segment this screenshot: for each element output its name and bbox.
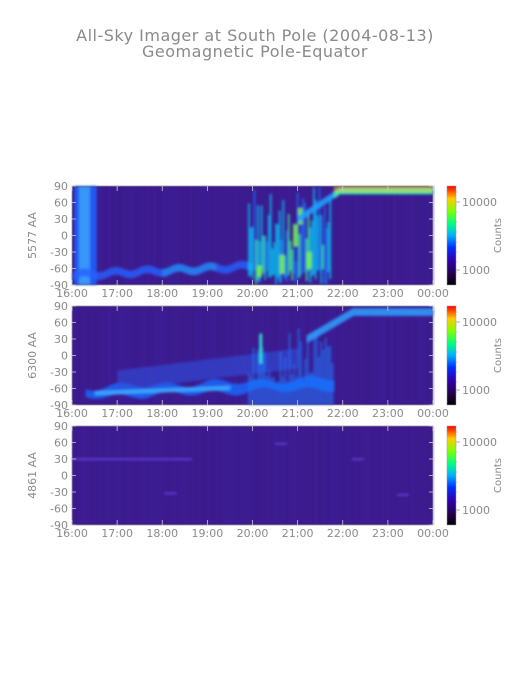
y-tick-label: 60: [54, 197, 68, 210]
colorbar-tick-label: 10000: [462, 316, 497, 329]
colorbar-label: Counts: [493, 338, 504, 373]
x-tick-label: 00:00: [417, 527, 449, 540]
y-tick-label: 60: [54, 317, 68, 330]
x-tick-label: 17:00: [101, 287, 133, 300]
x-tick-label: 20:00: [237, 527, 269, 540]
y-tick-label: -30: [50, 246, 68, 259]
x-tick-label: 17:00: [101, 527, 133, 540]
x-tick-label: 16:00: [56, 287, 88, 300]
x-tick-label: 22:00: [327, 407, 359, 420]
y-tick-label: 0: [61, 350, 68, 363]
x-tick-label: 18:00: [146, 407, 178, 420]
y-tick-label: -90: [50, 279, 68, 292]
colorbar-label: Counts: [493, 458, 504, 493]
aurora-features: [85, 308, 434, 405]
y-axis-label: 5577 AA: [26, 212, 39, 259]
y-tick-label: 30: [54, 333, 68, 346]
chart-title: All-Sky Imager at South Pole (2004-08-13…: [76, 26, 434, 45]
y-tick-label: 90: [54, 300, 68, 313]
colorbar-tick-label: 1000: [462, 504, 490, 517]
x-tick-label: 20:00: [237, 407, 269, 420]
x-tick-label: 21:00: [282, 407, 314, 420]
colorbar-tick-label: 1000: [462, 384, 490, 397]
x-tick-label: 16:00: [56, 527, 88, 540]
colorbar-label: Counts: [493, 218, 504, 253]
colorbar-tick-label: 10000: [462, 436, 497, 449]
colorbar-tick-label: 1000: [462, 264, 490, 277]
x-tick-label: 16:00: [56, 407, 88, 420]
x-tick-label: 19:00: [192, 527, 224, 540]
y-tick-label: 90: [54, 420, 68, 433]
y-tick-label: -30: [50, 486, 68, 499]
heatmap-texture: [72, 426, 435, 525]
y-axis-label: 6300 AA: [26, 332, 39, 379]
x-tick-label: 00:00: [417, 287, 449, 300]
aurora-features: [72, 186, 434, 285]
x-tick-label: 18:00: [146, 287, 178, 300]
x-tick-label: 21:00: [282, 287, 314, 300]
x-tick-label: 18:00: [146, 527, 178, 540]
y-tick-label: -90: [50, 399, 68, 412]
y-tick-label: -60: [50, 263, 68, 276]
panel-background: [72, 426, 433, 525]
y-tick-label: -60: [50, 503, 68, 516]
x-tick-label: 23:00: [372, 407, 404, 420]
y-tick-label: -60: [50, 383, 68, 396]
aurora-features: [72, 443, 409, 496]
x-tick-label: 19:00: [192, 407, 224, 420]
x-tick-label: 21:00: [282, 527, 314, 540]
y-tick-label: 90: [54, 180, 68, 193]
x-tick-label: 23:00: [372, 527, 404, 540]
y-tick-label: 0: [61, 470, 68, 483]
chart-subtitle: Geomagnetic Pole-Equator: [142, 42, 368, 61]
x-tick-label: 23:00: [372, 287, 404, 300]
x-tick-label: 19:00: [192, 287, 224, 300]
y-tick-label: 60: [54, 437, 68, 450]
y-tick-label: -30: [50, 366, 68, 379]
x-tick-label: 22:00: [327, 287, 359, 300]
y-tick-label: 30: [54, 453, 68, 466]
heatmap-texture: [72, 186, 435, 285]
x-tick-label: 00:00: [417, 407, 449, 420]
colorbar-tick-label: 10000: [462, 196, 497, 209]
x-tick-label: 22:00: [327, 527, 359, 540]
y-tick-label: 30: [54, 213, 68, 226]
y-axis-label: 4861 AA: [26, 452, 39, 499]
y-tick-label: 0: [61, 230, 68, 243]
y-tick-label: -90: [50, 519, 68, 532]
x-tick-label: 17:00: [101, 407, 133, 420]
x-tick-label: 20:00: [237, 287, 269, 300]
